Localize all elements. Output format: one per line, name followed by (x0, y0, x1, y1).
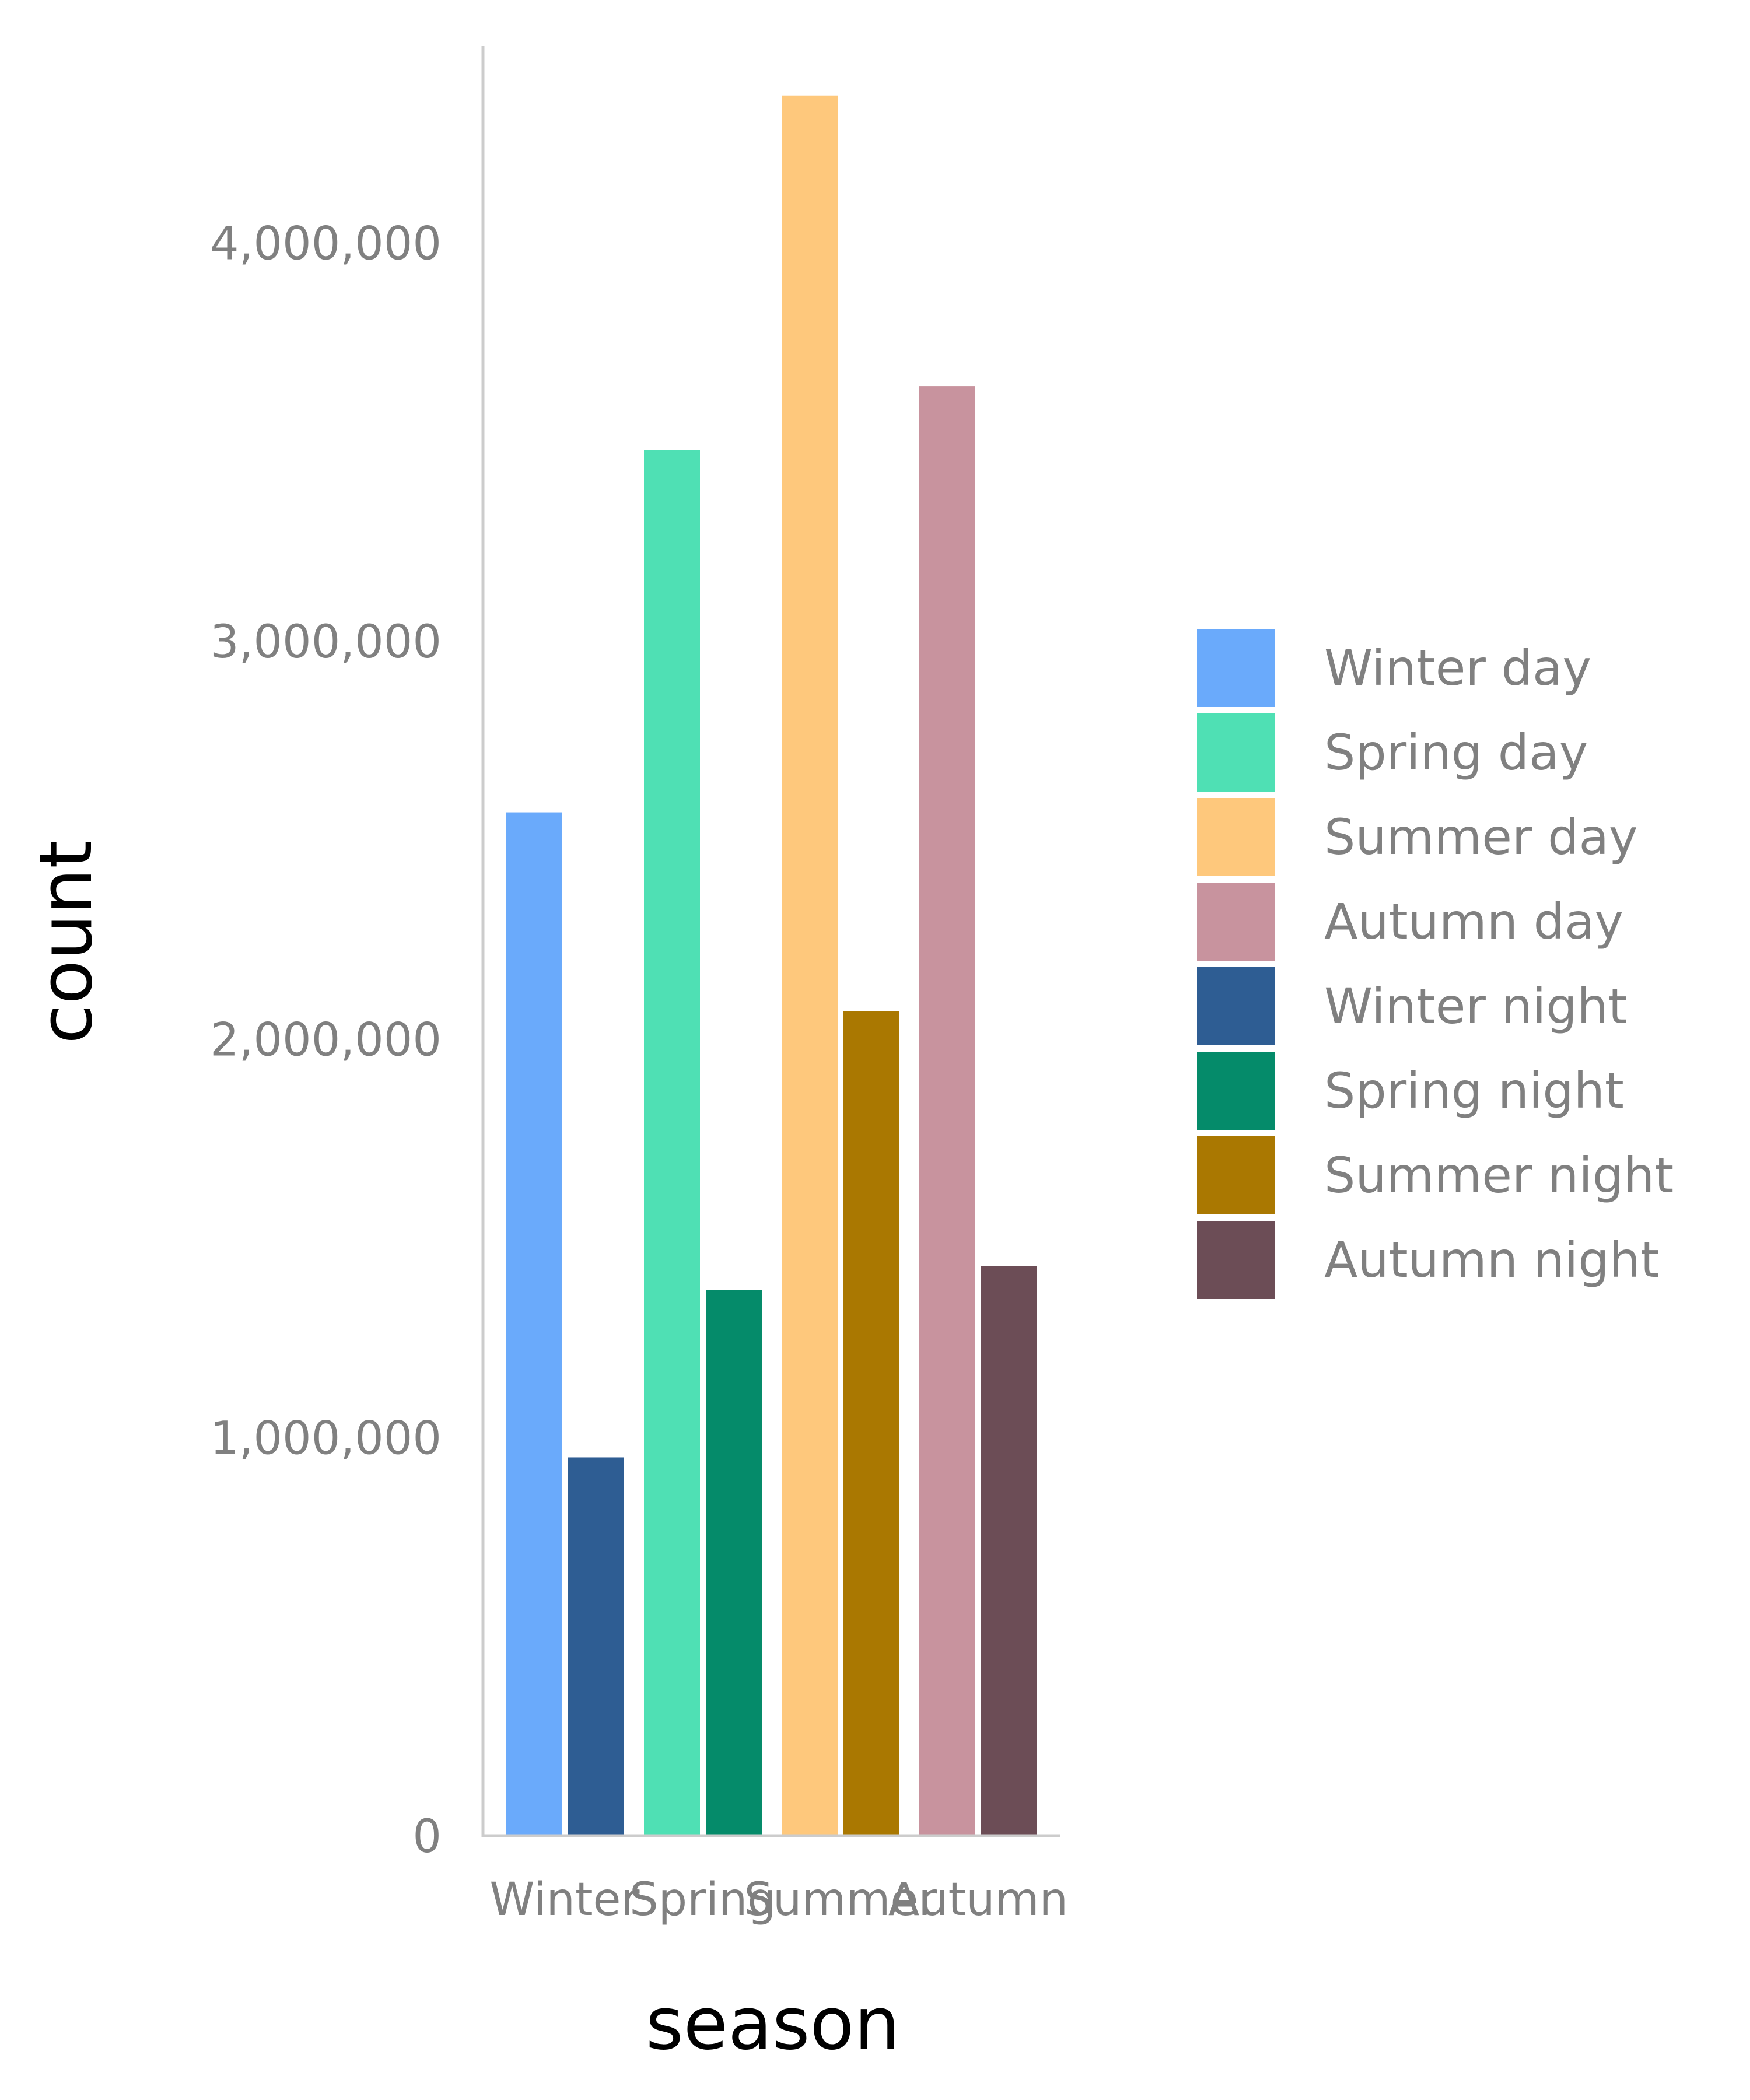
bars-layer (506, 95, 1037, 1836)
y-tick-label: 1,000,000 (210, 1412, 442, 1465)
legend-swatch-winter-night (1197, 967, 1275, 1045)
bar-spring-night (706, 1290, 762, 1836)
legend-swatch-summer-night (1197, 1136, 1275, 1214)
legend-swatch-spring-night (1197, 1052, 1275, 1130)
legend-label-summer-day: Summer day (1324, 808, 1638, 866)
x-tick-label-autumn: Autumn (888, 1874, 1068, 1926)
y-tick-label: 0 (412, 1811, 442, 1863)
legend-swatch-summer-day (1197, 798, 1275, 876)
bar-autumn-day (919, 386, 975, 1836)
x-axis-title: season (646, 1982, 900, 2066)
y-tick-label: 3,000,000 (210, 616, 442, 668)
legend-label-autumn-night: Autumn night (1324, 1231, 1660, 1289)
x-tick-label-winter: Winter (489, 1874, 640, 1926)
bar-summer-night (844, 1011, 900, 1836)
legend-swatch-winter-day (1197, 629, 1275, 707)
bar-winter-day (506, 812, 562, 1836)
bar-autumn-night (981, 1266, 1037, 1836)
x-tick-label-summer: Summer (744, 1874, 938, 1926)
bar-winter-night (568, 1457, 624, 1836)
legend: Winter day Spring day Summer day Autumn day… (1197, 629, 1674, 1299)
legend-swatch-autumn-night (1197, 1221, 1275, 1299)
bar-spring-day (644, 450, 700, 1836)
legend-label-autumn-day: Autumn day (1324, 893, 1623, 950)
legend-label-spring-night: Spring night (1324, 1062, 1624, 1119)
legend-label-spring-day: Spring day (1324, 724, 1588, 781)
bar-summer-day (782, 95, 838, 1836)
axes-layer (481, 46, 1060, 1838)
y-tick-label: 4,000,000 (210, 218, 442, 270)
legend-swatch-spring-day (1197, 713, 1275, 792)
y-tick-label: 2,000,000 (210, 1014, 442, 1067)
legend-label-winter-day: Winter day (1324, 639, 1591, 696)
y-ticks-layer: 0 1,000,000 2,000,000 3,000,000 4,000,000 (210, 218, 442, 1863)
y-axis-title: count (24, 840, 108, 1044)
legend-swatch-autumn-day (1197, 883, 1275, 961)
x-tick-label-spring: Spring (629, 1874, 776, 1926)
legend-label-winter-night: Winter night (1324, 978, 1628, 1035)
legend-label-summer-night: Summer night (1324, 1147, 1674, 1204)
